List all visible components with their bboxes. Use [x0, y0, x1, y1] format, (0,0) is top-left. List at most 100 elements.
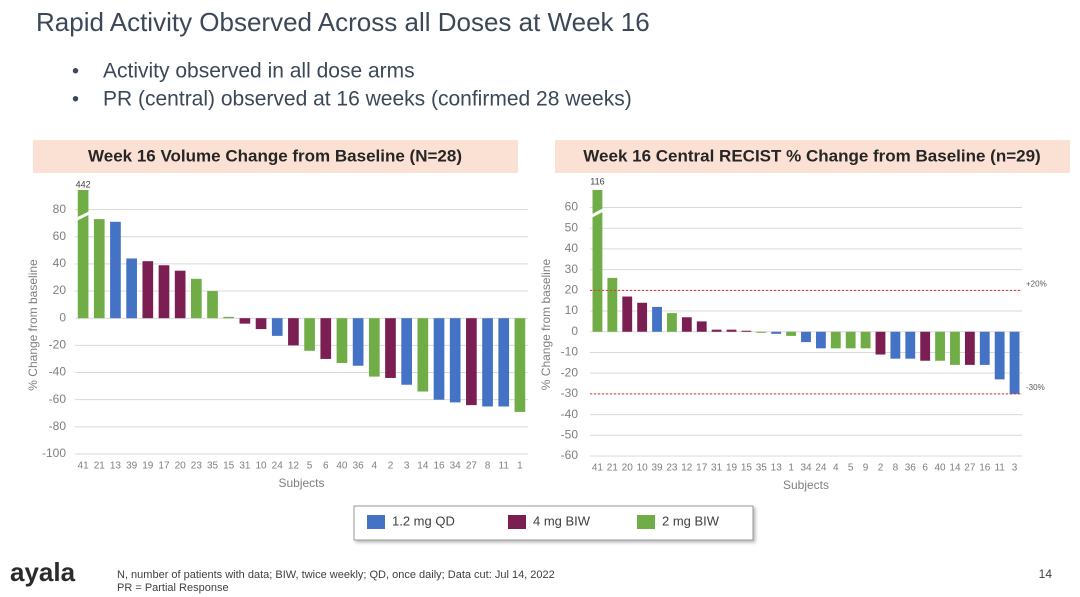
x-tick-label: 5 [307, 461, 313, 472]
x-tick-label: 10 [637, 463, 649, 474]
bullet-dot: • [72, 88, 79, 110]
y-tick-label: 30 [565, 262, 579, 276]
bar [352, 318, 364, 366]
x-tick-label: 31 [239, 461, 251, 472]
bar [875, 331, 886, 355]
bar [417, 318, 429, 392]
bar [830, 331, 841, 349]
bar [637, 302, 648, 332]
x-tick-label: 17 [696, 463, 708, 474]
x-tick-label: 9 [863, 463, 869, 474]
x-tick-label: 16 [979, 463, 991, 474]
y-tick-label: 20 [53, 283, 67, 297]
bar [696, 321, 707, 332]
bar [482, 318, 493, 407]
bar [110, 221, 121, 319]
bar [607, 277, 618, 332]
x-tick-label: 6 [922, 463, 928, 474]
bar [271, 318, 283, 336]
y-tick-label: -50 [561, 427, 579, 441]
bar [142, 261, 154, 319]
x-tick-label: 13 [110, 461, 122, 472]
chart-title: Week 16 Central RECIST % Change from Bas… [583, 146, 1040, 165]
y-tick-label: 60 [565, 200, 579, 214]
bar [801, 331, 811, 343]
x-tick-label: 17 [158, 461, 170, 472]
legend-label: 2 mg BIW [662, 513, 720, 528]
x-tick-label: 5 [848, 463, 854, 474]
bar [964, 331, 975, 365]
y-tick-label: 0 [59, 310, 66, 324]
bar [126, 258, 137, 319]
x-tick-label: 15 [741, 463, 753, 474]
x-tick-label: 19 [142, 461, 154, 472]
bar [401, 318, 412, 385]
x-tick-label: 36 [905, 463, 917, 474]
bar [681, 317, 692, 332]
bar [771, 331, 782, 334]
x-tick-label: 36 [353, 461, 365, 472]
x-tick-label: 34 [450, 461, 462, 472]
bar [726, 329, 737, 332]
y-tick-label: 0 [571, 324, 578, 338]
slide-title: Rapid Activity Observed Across all Doses… [36, 7, 650, 37]
x-tick-label: 34 [800, 463, 812, 474]
plot-area [592, 190, 1020, 394]
logo: ayala [10, 557, 76, 587]
bar [320, 318, 332, 359]
bullet: Activity observed in all dose arms [103, 60, 415, 83]
bar [860, 331, 871, 349]
bar [93, 219, 105, 319]
y-axis-label: % Change from baseline [539, 258, 553, 390]
bar [385, 318, 396, 378]
x-tick-label: 23 [666, 463, 678, 474]
legend-label: 4 mg BIW [533, 513, 591, 528]
bar [920, 331, 931, 361]
bar [935, 331, 945, 361]
legend-label: 1.2 mg QD [392, 513, 455, 528]
bar [711, 329, 722, 332]
y-tick-label: -20 [561, 365, 579, 379]
x-tick-label: 15 [223, 461, 235, 472]
legend-swatch [637, 515, 655, 529]
bar [994, 331, 1005, 380]
x-tick-label: 20 [175, 461, 187, 472]
x-tick-label: 41 [592, 463, 604, 474]
bar [466, 318, 477, 406]
x-tick-label: 3 [1012, 463, 1018, 474]
x-tick-label: 35 [756, 463, 768, 474]
x-tick-label: 21 [607, 463, 619, 474]
bar [622, 296, 633, 332]
bar [592, 190, 603, 332]
x-tick-label: 8 [893, 463, 899, 474]
bar [77, 190, 89, 319]
x-tick-label: 24 [272, 461, 284, 472]
bar [786, 331, 797, 336]
legend-box [353, 505, 754, 541]
y-tick-label: -100 [42, 446, 66, 460]
bar [1009, 331, 1020, 394]
y-tick-label: -40 [561, 407, 579, 421]
y-tick-label: -10 [561, 345, 579, 359]
bar [979, 331, 990, 365]
y-tick-label: -60 [561, 448, 579, 462]
x-tick-label: 20 [622, 463, 634, 474]
x-tick-label: 39 [126, 461, 138, 472]
bar [368, 318, 380, 377]
bullet-dot: • [72, 60, 79, 82]
y-tick-label: -30 [561, 386, 579, 400]
bar [652, 306, 662, 332]
x-tick-label: 12 [288, 461, 300, 472]
bar [815, 331, 826, 349]
bar [514, 318, 526, 412]
x-tick-label: 16 [433, 461, 445, 472]
x-tick-label: 1 [788, 463, 794, 474]
y-tick-label: 60 [53, 229, 67, 243]
bar [756, 331, 767, 333]
bar [950, 331, 960, 365]
x-axis-label: Subjects [278, 476, 324, 490]
y-tick-label: -20 [49, 338, 67, 352]
x-tick-label: 3 [404, 461, 410, 472]
x-tick-label: 21 [94, 461, 106, 472]
